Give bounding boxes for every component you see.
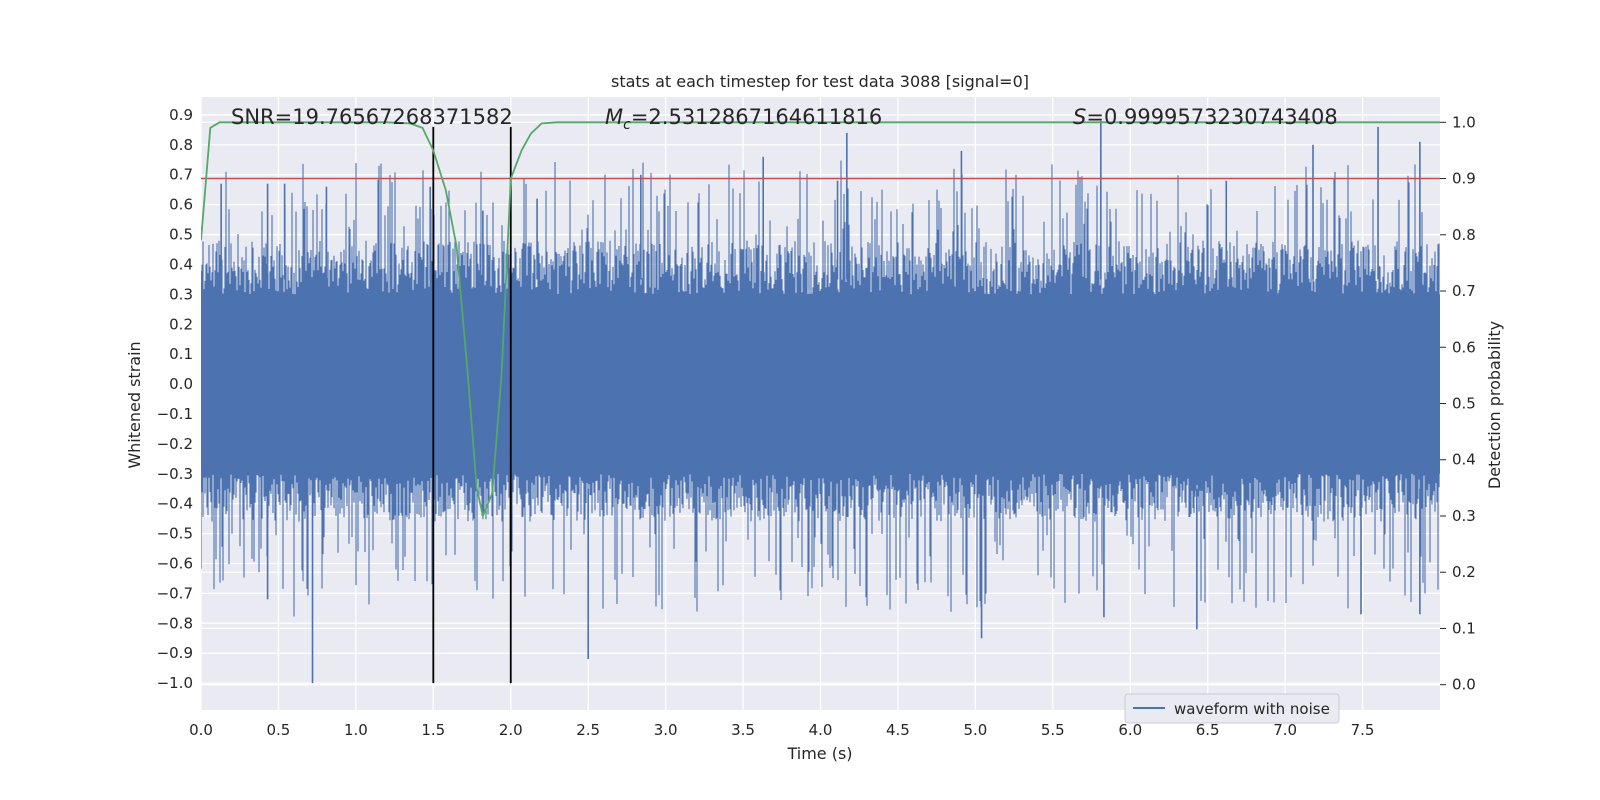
- probability-curve: [201, 121, 1440, 519]
- x-tick-label: 3.5: [731, 721, 755, 739]
- x-tick-label: 3.0: [654, 721, 678, 739]
- x-tick-label: 6.0: [1118, 721, 1142, 739]
- x-tick-label: 2.0: [499, 721, 523, 739]
- chirp-mass-annotation: Mc=2.5312867164611816: [605, 105, 882, 133]
- score-annotation: S=0.9999573230743408: [1073, 105, 1338, 129]
- y2-tick-label: 0.9: [1452, 170, 1476, 188]
- y-tick-label: −0.6: [157, 554, 193, 572]
- y-tick-label: −0.8: [157, 614, 193, 632]
- y2-tick-label: 0.2: [1452, 563, 1476, 581]
- x-tick-label: 0.5: [267, 721, 291, 739]
- y-tick-label: −0.1: [157, 405, 193, 423]
- y-tick-label: −1.0: [157, 674, 193, 692]
- y-tick-label: 0.1: [169, 345, 193, 363]
- y2-tick-label: 0.1: [1452, 619, 1476, 637]
- y-tick-label: 0.6: [169, 196, 193, 214]
- x-tick-label: 7.5: [1351, 721, 1375, 739]
- y2-tick-label: 0.3: [1452, 507, 1476, 525]
- y-tick-label: 0.8: [169, 136, 193, 154]
- y-tick-label: −0.4: [157, 495, 193, 513]
- x-tick-label: 1.5: [421, 721, 445, 739]
- x-tick-label: 2.5: [576, 721, 600, 739]
- snr-annotation: SNR=19.76567268371582: [231, 105, 513, 129]
- y2-tick-label: 1.0: [1452, 113, 1476, 131]
- x-tick-label: 0.0: [189, 721, 213, 739]
- waveform-noise-path: [201, 160, 1440, 617]
- x-tick-label: 5.5: [1041, 721, 1065, 739]
- y2-tick-label: 0.8: [1452, 226, 1476, 244]
- x-tick-label: 4.5: [886, 721, 910, 739]
- y2-tick-label: 0.5: [1452, 395, 1476, 413]
- y-tick-label: 0.0: [169, 375, 193, 393]
- y-tick-label: −0.9: [157, 644, 193, 662]
- legend-label-waveform: waveform with noise: [1174, 700, 1330, 718]
- legend-box: [1124, 693, 1340, 724]
- x-tick-label: 5.0: [963, 721, 987, 739]
- y2-tick-label: 0.6: [1452, 338, 1476, 356]
- y-tick-label: 0.7: [169, 166, 193, 184]
- waveform-noise-series: [201, 120, 1440, 684]
- y-tick-label: −0.7: [157, 584, 193, 602]
- chart-title: stats at each timestep for test data 308…: [611, 72, 1029, 91]
- y2-axis-label: Detection probability: [1485, 321, 1504, 489]
- legend: waveform with noise: [1124, 693, 1340, 724]
- x-tick-label: 4.0: [809, 721, 833, 739]
- y2-tick-label: 0.7: [1452, 282, 1476, 300]
- probability-series: [201, 121, 1440, 519]
- y-tick-label: 0.5: [169, 226, 193, 244]
- axis-ticks: 0.0 0.5 1.0 1.5 2.0 2.5 3.0 3.5 4.0 4.5 5.0 5.5 6.0 6…: [157, 106, 1476, 739]
- y-tick-label: −0.3: [157, 465, 193, 483]
- y-axis-label: Whitened strain: [125, 341, 144, 468]
- y-tick-label: 0.9: [169, 106, 193, 124]
- x-tick-label: 1.0: [344, 721, 368, 739]
- y-tick-label: 0.2: [169, 315, 193, 333]
- reference-lines: [201, 126, 1440, 684]
- y-tick-label: 0.3: [169, 285, 193, 303]
- x-tick-label: 6.5: [1196, 721, 1220, 739]
- x-tick-label: 7.0: [1273, 721, 1297, 739]
- y2-tick-label: 0.4: [1452, 451, 1476, 469]
- x-axis-label: Time (s): [786, 744, 852, 763]
- y2-tick-label: 0.0: [1452, 676, 1476, 694]
- y-tick-label: −0.5: [157, 525, 193, 543]
- y-tick-label: −0.2: [157, 435, 193, 453]
- y-tick-label: 0.4: [169, 255, 193, 273]
